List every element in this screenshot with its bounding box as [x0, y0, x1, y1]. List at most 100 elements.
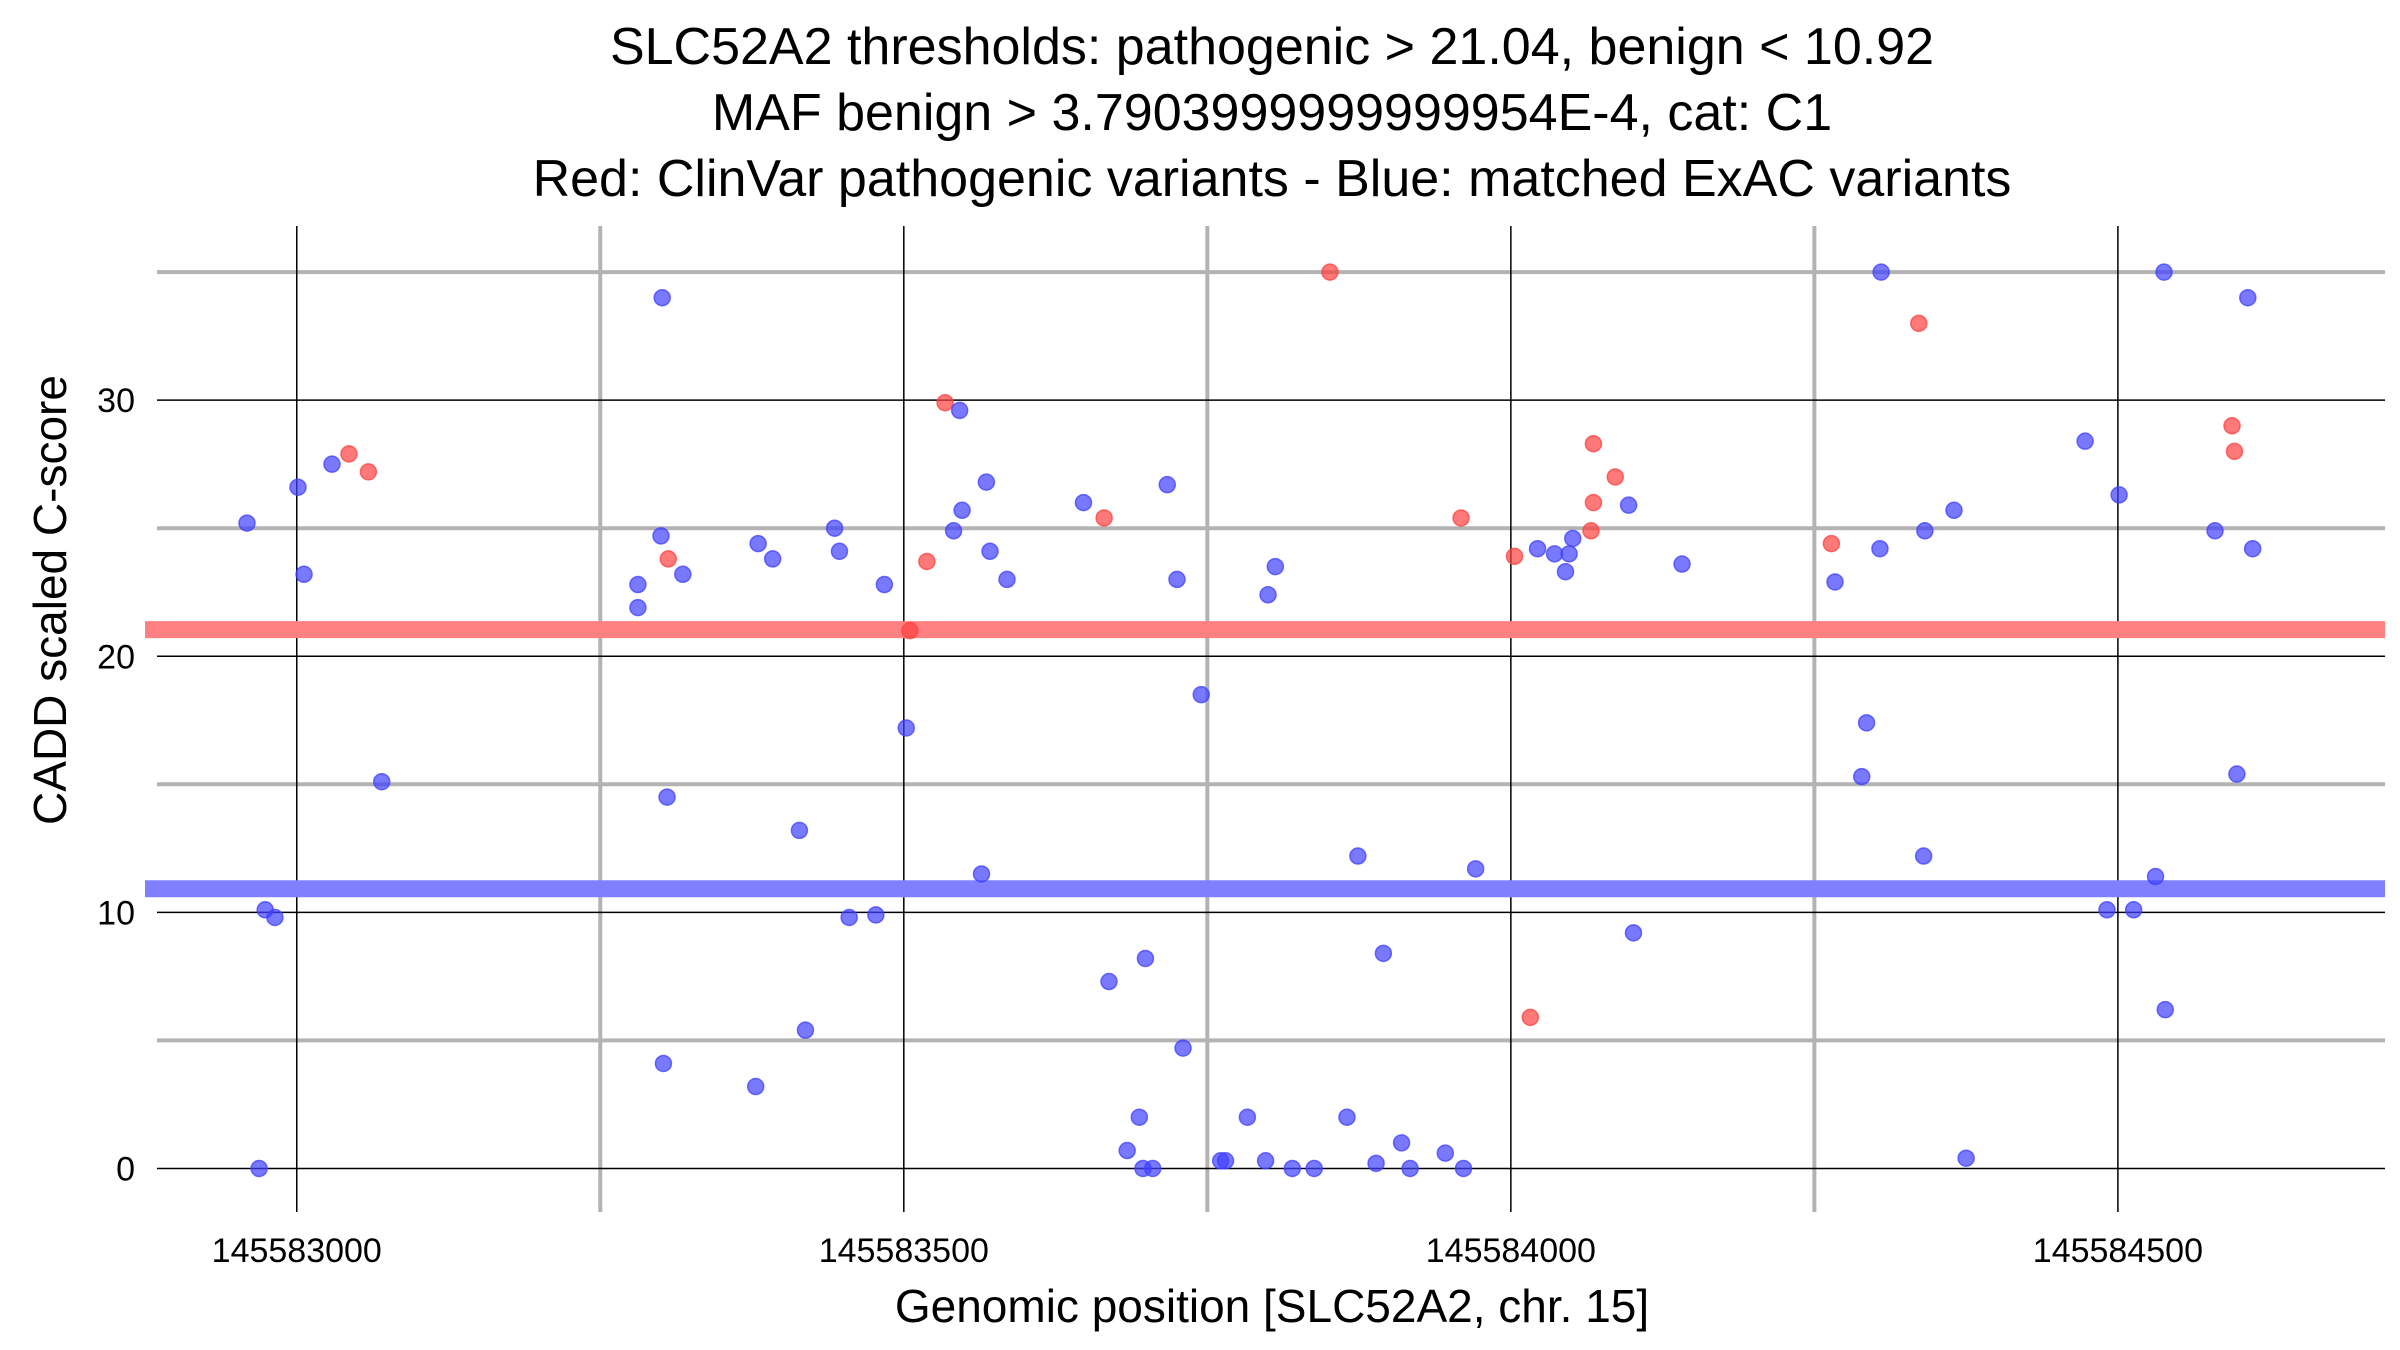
- chart-title: SLC52A2 thresholds: pathogenic > 21.04, …: [533, 18, 2012, 208]
- exac-point: [674, 565, 692, 584]
- major-gridlines: [157, 226, 2385, 1212]
- title-line-1: SLC52A2 thresholds: pathogenic > 21.04, …: [610, 18, 1934, 76]
- exac-point: [2124, 901, 2143, 919]
- y-axis-title: CADD scaled C-score: [24, 375, 76, 825]
- exac-point: [749, 534, 767, 553]
- clinvar-point: [918, 552, 936, 571]
- exac-point: [1401, 1159, 1419, 1178]
- exac-point: [1826, 573, 1844, 591]
- exac-point: [825, 519, 844, 537]
- exac-point: [972, 865, 991, 883]
- exac-point: [1259, 586, 1277, 604]
- exac-point: [266, 908, 284, 927]
- exac-point: [1619, 496, 1638, 514]
- exac-point: [1564, 529, 1582, 548]
- clinvar-point: [901, 621, 919, 640]
- exac-point: [796, 1021, 815, 1039]
- exac-point: [1130, 1108, 1149, 1126]
- exac-point: [1367, 1154, 1385, 1173]
- exac-point: [998, 570, 1016, 589]
- clinvar-point: [359, 463, 378, 481]
- x-tick-label: 145584500: [2033, 1232, 2203, 1270]
- x-tick-label: 145583000: [212, 1232, 382, 1270]
- clinvar-point: [1521, 1008, 1540, 1027]
- exac-point: [1374, 944, 1393, 963]
- exac-point: [944, 522, 963, 540]
- exac-point: [1158, 475, 1177, 494]
- exac-point: [981, 542, 999, 561]
- clinvar-point: [659, 550, 678, 568]
- clinvar-point: [1910, 314, 1928, 333]
- clinvar-point: [1452, 509, 1470, 527]
- exac-point: [1192, 685, 1211, 704]
- exac-point: [1436, 1144, 1455, 1162]
- exac-point: [1238, 1108, 1257, 1126]
- x-axis-title: Genomic position [SLC52A2, chr. 15]: [895, 1280, 1649, 1332]
- exac-point: [2243, 539, 2262, 558]
- exac-point: [790, 821, 809, 840]
- exac-point: [1528, 539, 1547, 558]
- clinvar-point: [1606, 468, 1625, 486]
- clinvar-point: [1822, 534, 1841, 553]
- clinvar-point: [936, 393, 954, 412]
- minor-gridlines: [157, 226, 2385, 1212]
- exac-point: [2228, 765, 2246, 783]
- exac-point: [2239, 288, 2257, 307]
- exac-point: [977, 473, 996, 491]
- exac-point: [323, 455, 341, 473]
- clinvar-point: [2225, 442, 2244, 461]
- exac-point: [1454, 1159, 1473, 1178]
- exac-point: [1673, 555, 1691, 573]
- exac-point: [1074, 493, 1093, 512]
- x-tick-label: 145584000: [1426, 1232, 1596, 1270]
- exac-point: [629, 575, 647, 594]
- threshold-lines: [145, 621, 2385, 898]
- exac-point: [763, 550, 782, 568]
- exac-point: [372, 772, 391, 791]
- exac-point: [1556, 562, 1575, 581]
- exac-point: [1560, 545, 1578, 563]
- exac-point: [1136, 949, 1155, 968]
- exac-point: [1852, 767, 1871, 786]
- y-tick-label: 10: [97, 894, 135, 932]
- exac-point: [238, 514, 256, 532]
- exac-point: [1871, 539, 1889, 558]
- exac-point: [1216, 1152, 1235, 1170]
- exac-point: [1872, 263, 1890, 281]
- clinvar-point: [1582, 522, 1600, 540]
- exac-point: [629, 598, 647, 617]
- exac-point: [658, 788, 676, 806]
- exac-point: [1305, 1159, 1323, 1178]
- exac-point: [746, 1077, 765, 1096]
- clinvar-point: [1584, 434, 1603, 453]
- exac-point: [1266, 557, 1285, 576]
- title-line-3: Red: ClinVar pathogenic variants - Blue:…: [533, 150, 2012, 208]
- exac-point: [1143, 1159, 1162, 1178]
- exac-point: [295, 565, 313, 584]
- tick-labels: 0 10 20 30 145583000 145583500 145584000 145584…: [97, 382, 2203, 1270]
- exac-point: [953, 501, 971, 520]
- exac-point: [1466, 860, 1485, 878]
- exac-point: [1945, 501, 1963, 520]
- exac-point: [1392, 1134, 1411, 1152]
- exac-point: [289, 478, 307, 496]
- exac-point: [1168, 570, 1186, 589]
- exac-point: [1174, 1039, 1192, 1057]
- clinvar-point: [340, 445, 358, 463]
- exac-point: [875, 575, 894, 594]
- exac-point: [1957, 1149, 1975, 1167]
- exac-point: [1545, 545, 1564, 563]
- exac-point: [1857, 714, 1876, 732]
- y-tick-label: 30: [97, 382, 135, 420]
- exac-point: [1349, 847, 1367, 865]
- exac-point: [867, 906, 885, 924]
- exac-point: [2076, 432, 2094, 450]
- data-points: [238, 263, 2262, 1178]
- exac-point: [830, 542, 849, 561]
- clinvar-point: [1584, 493, 1603, 512]
- exac-point: [2146, 867, 2165, 886]
- exac-point: [840, 908, 858, 927]
- exac-point: [652, 527, 670, 545]
